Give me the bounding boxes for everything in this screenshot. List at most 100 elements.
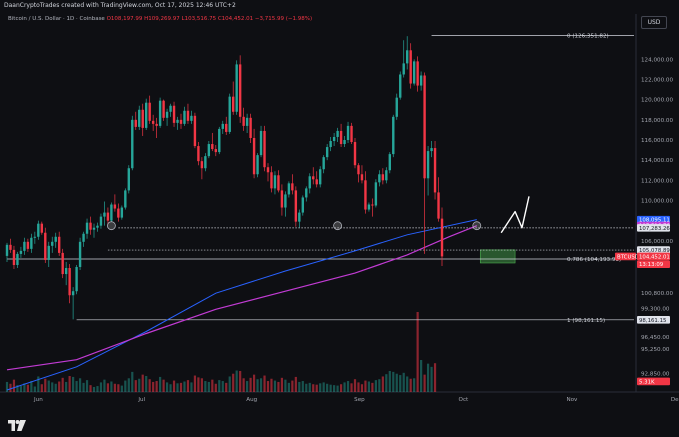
candle-body xyxy=(332,136,336,142)
volume-bar xyxy=(113,383,116,392)
candle-body xyxy=(266,167,270,173)
volume-bar xyxy=(319,383,322,392)
candle-body xyxy=(89,222,92,230)
volume-bar xyxy=(420,360,423,392)
month-tick-label: Dec xyxy=(671,397,679,403)
volume-bar xyxy=(430,366,433,392)
volume-bar xyxy=(99,382,103,392)
volume-bar xyxy=(280,377,284,392)
volume-bar xyxy=(326,383,329,392)
volume-bar xyxy=(159,376,162,392)
candle-body xyxy=(172,105,176,123)
candle-body xyxy=(336,130,339,137)
price-chart[interactable]: 0 (126,351.82) 0.786 (104,193.93) 1 (98,16… xyxy=(0,0,679,414)
volume-bar xyxy=(287,382,290,392)
volume-bar xyxy=(44,378,47,392)
volume-bar xyxy=(190,382,193,392)
volume-bar xyxy=(23,383,26,392)
time-axis[interactable]: Jun Jul Aug Sep Oct Nov Dec xyxy=(33,397,679,403)
price-tag: 104,452.01 xyxy=(637,252,670,260)
volume-bar xyxy=(155,381,158,392)
support-zone xyxy=(479,249,516,264)
candle-body xyxy=(249,117,252,138)
price-axis[interactable]: 124,000.00 122,000.00 120,000.00 118,000.00… xyxy=(641,57,673,377)
candle-body xyxy=(270,172,273,189)
volume-bar xyxy=(353,379,357,392)
month-tick-label: Oct xyxy=(459,397,469,403)
candle-body xyxy=(78,241,82,268)
candle-body xyxy=(280,190,284,208)
price-tag-bg xyxy=(615,252,636,261)
candle-body xyxy=(148,102,151,121)
candle-body xyxy=(145,102,148,128)
volume-bar xyxy=(110,381,113,392)
volume-bar xyxy=(399,375,402,392)
volume-bar xyxy=(117,384,120,392)
candle-body xyxy=(51,241,54,246)
volume-bar xyxy=(207,381,210,392)
candle-body xyxy=(225,123,228,132)
volume-bar xyxy=(131,371,134,392)
candle-body xyxy=(92,227,96,230)
volume-bar xyxy=(127,378,130,392)
candle-body xyxy=(259,130,263,156)
volume-bar xyxy=(65,381,68,392)
candle-body xyxy=(200,161,204,169)
support-zone-box xyxy=(479,249,516,264)
candle-body xyxy=(374,182,378,206)
candle-body xyxy=(117,208,120,218)
price-tag-label: 108,095.11 xyxy=(639,218,670,224)
price-tag: 107,283.26 xyxy=(637,224,670,232)
volume-bar xyxy=(339,384,343,392)
fib-level-label: 0.786 (104,193.93) xyxy=(567,257,621,263)
candle-body xyxy=(82,233,85,242)
volume-bar xyxy=(426,363,430,392)
volume-bar xyxy=(89,385,92,392)
candle-body xyxy=(388,154,391,171)
candle-body xyxy=(284,194,287,208)
currency-button[interactable]: USD xyxy=(641,16,667,29)
candle-body xyxy=(141,109,144,128)
candle-body xyxy=(113,204,117,209)
price-tag: 108,095.11 xyxy=(637,215,670,224)
volume-bar xyxy=(308,382,311,392)
candle-body xyxy=(106,212,110,221)
candle-body xyxy=(423,75,426,179)
candle-body xyxy=(371,204,374,206)
volume-bar xyxy=(124,380,127,392)
candle-body xyxy=(412,61,416,84)
price-tag-label: 105,078.89 xyxy=(639,248,670,254)
price-tag: BTCUSD xyxy=(615,252,639,261)
volume-bar xyxy=(343,382,346,392)
candle-body xyxy=(406,50,409,64)
candle-body xyxy=(33,236,37,238)
volume-bar xyxy=(336,385,339,392)
candle-body xyxy=(228,96,231,132)
volume-bar xyxy=(145,376,148,392)
volume-bar xyxy=(103,379,106,392)
candle-body xyxy=(221,123,224,129)
volume-bar xyxy=(333,385,336,392)
month-tick-label: Jul xyxy=(137,397,145,403)
volume-bar xyxy=(179,382,183,392)
volume-bar xyxy=(30,381,33,392)
volume-bar xyxy=(284,379,287,392)
price-tick-label: 118,000.00 xyxy=(641,118,673,124)
candle-body xyxy=(437,192,440,219)
volume-bar xyxy=(301,381,304,392)
price-tick-label: 99,300.00 xyxy=(641,306,670,312)
month-tick-label: Jun xyxy=(33,397,43,403)
candle-body xyxy=(204,156,207,169)
price-tag-bg xyxy=(637,377,670,386)
volume-bar xyxy=(225,382,228,392)
candle-body xyxy=(381,174,385,181)
volume-bar xyxy=(54,383,57,392)
candle-body xyxy=(364,180,367,210)
volume-bar xyxy=(423,374,426,392)
volume-bar xyxy=(385,374,388,392)
candle-body xyxy=(124,190,127,208)
volume-bar xyxy=(162,379,165,392)
volume-bar xyxy=(58,381,61,392)
month-tick-label: Aug xyxy=(246,397,257,403)
symbol-name[interactable]: Bitcoin / U.S. Dollar · 1D · Coinbase xyxy=(8,16,105,22)
